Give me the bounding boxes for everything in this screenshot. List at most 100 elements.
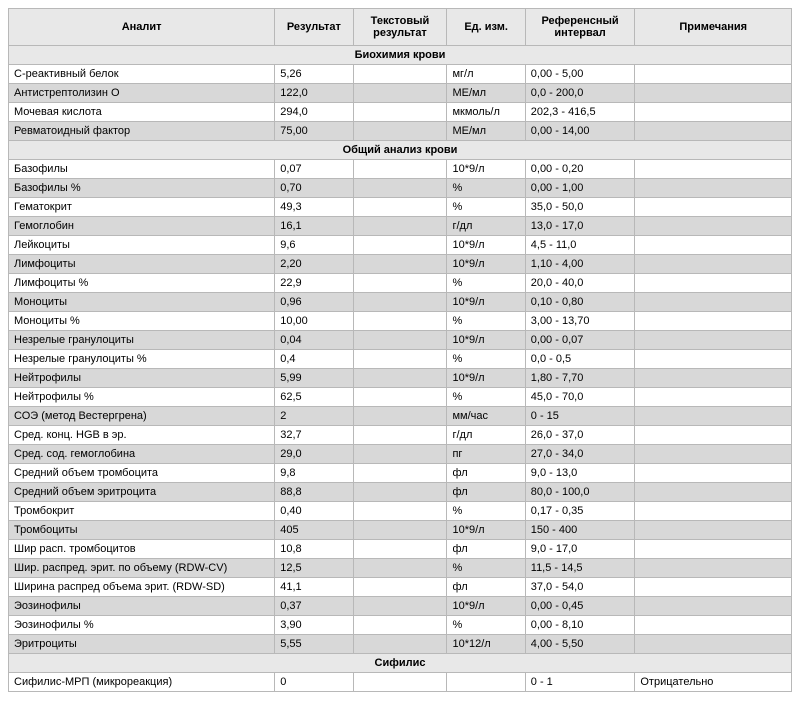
table-row: Шир расп. тромбоцитов10,8 фл9,0 - 17,0 (9, 540, 792, 559)
cell-note (635, 578, 792, 597)
section-title: Биохимия крови (9, 46, 792, 65)
cell-note (635, 483, 792, 502)
cell-result: 0,70 (275, 179, 353, 198)
cell-result: 0,37 (275, 597, 353, 616)
cell-note (635, 236, 792, 255)
cell-unit (447, 673, 525, 692)
cell-result: 0,96 (275, 293, 353, 312)
table-row: Антистрептолизин О122,0МЕ/мл0,0 - 200,0 (9, 84, 792, 103)
cell-analyte: СОЭ (метод Вестергрена) (9, 407, 275, 426)
cell-text-result (353, 198, 447, 217)
cell-unit: 10*9/л (447, 160, 525, 179)
cell-note (635, 426, 792, 445)
cell-result: 0,04 (275, 331, 353, 350)
section-title: Сифилис (9, 654, 792, 673)
cell-result: 49,3 (275, 198, 353, 217)
cell-unit: пг (447, 445, 525, 464)
cell-ref: 202,3 - 416,5 (525, 103, 635, 122)
cell-ref: 0,0 - 0,5 (525, 350, 635, 369)
table-row: Тромбокрит0,40%0,17 - 0,35 (9, 502, 792, 521)
cell-text-result (353, 597, 447, 616)
cell-note (635, 597, 792, 616)
cell-result: 405 (275, 521, 353, 540)
cell-text-result (353, 160, 447, 179)
cell-result: 22,9 (275, 274, 353, 293)
col-header-result: Результат (275, 9, 353, 46)
cell-text-result (353, 464, 447, 483)
cell-text-result (353, 369, 447, 388)
cell-unit: мкмоль/л (447, 103, 525, 122)
cell-result: 29,0 (275, 445, 353, 464)
cell-analyte: Лимфоциты (9, 255, 275, 274)
cell-analyte: С-реактивный белок (9, 65, 275, 84)
cell-unit: МЕ/мл (447, 122, 525, 141)
cell-note (635, 312, 792, 331)
cell-result: 0 (275, 673, 353, 692)
table-row: СОЭ (метод Вестергрена)2мм/час0 - 15 (9, 407, 792, 426)
cell-ref: 4,00 - 5,50 (525, 635, 635, 654)
cell-ref: 9,0 - 17,0 (525, 540, 635, 559)
cell-result: 32,7 (275, 426, 353, 445)
cell-note (635, 160, 792, 179)
table-row: Эозинофилы %3,90%0,00 - 8,10 (9, 616, 792, 635)
cell-ref: 0,00 - 0,45 (525, 597, 635, 616)
cell-result: 9,8 (275, 464, 353, 483)
cell-text-result (353, 65, 447, 84)
cell-analyte: Эозинофилы (9, 597, 275, 616)
section-header: Биохимия крови (9, 46, 792, 65)
cell-note (635, 559, 792, 578)
cell-note (635, 407, 792, 426)
cell-result: 5,55 (275, 635, 353, 654)
cell-text-result (353, 388, 447, 407)
cell-analyte: Моноциты (9, 293, 275, 312)
cell-ref: 0,00 - 0,20 (525, 160, 635, 179)
cell-text-result (353, 673, 447, 692)
cell-result: 41,1 (275, 578, 353, 597)
cell-note (635, 616, 792, 635)
cell-text-result (353, 502, 447, 521)
cell-note (635, 179, 792, 198)
cell-note (635, 293, 792, 312)
table-row: Эритроциты5,5510*12/л4,00 - 5,50 (9, 635, 792, 654)
cell-note (635, 540, 792, 559)
col-header-text-result: Текстовый результат (353, 9, 447, 46)
cell-ref: 13,0 - 17,0 (525, 217, 635, 236)
table-row: Нейтрофилы %62,5%45,0 - 70,0 (9, 388, 792, 407)
cell-analyte: Базофилы % (9, 179, 275, 198)
cell-analyte: Средний объем эритроцита (9, 483, 275, 502)
cell-text-result (353, 426, 447, 445)
cell-result: 5,99 (275, 369, 353, 388)
cell-analyte: Шир. распред. эрит. по объему (RDW-CV) (9, 559, 275, 578)
cell-note (635, 521, 792, 540)
table-row: Шир. распред. эрит. по объему (RDW-CV)12… (9, 559, 792, 578)
cell-text-result (353, 293, 447, 312)
cell-result: 10,8 (275, 540, 353, 559)
cell-note (635, 122, 792, 141)
cell-analyte: Гемоглобин (9, 217, 275, 236)
cell-unit: МЕ/мл (447, 84, 525, 103)
cell-ref: 3,00 - 13,70 (525, 312, 635, 331)
cell-analyte: Нейтрофилы (9, 369, 275, 388)
cell-result: 294,0 (275, 103, 353, 122)
col-header-note: Примечания (635, 9, 792, 46)
cell-unit: % (447, 198, 525, 217)
cell-note (635, 198, 792, 217)
cell-ref: 11,5 - 14,5 (525, 559, 635, 578)
cell-unit: 10*9/л (447, 369, 525, 388)
col-header-analyte: Аналит (9, 9, 275, 46)
cell-unit: % (447, 350, 525, 369)
cell-analyte: Шир расп. тромбоцитов (9, 540, 275, 559)
cell-result: 62,5 (275, 388, 353, 407)
cell-unit: 10*12/л (447, 635, 525, 654)
cell-ref: 37,0 - 54,0 (525, 578, 635, 597)
cell-note (635, 84, 792, 103)
cell-unit: 10*9/л (447, 236, 525, 255)
table-row: Незрелые гранулоциты %0,4%0,0 - 0,5 (9, 350, 792, 369)
cell-unit: фл (447, 540, 525, 559)
cell-unit: 10*9/л (447, 521, 525, 540)
cell-note (635, 635, 792, 654)
table-row: Средний объем эритроцита88,8фл80,0 - 100… (9, 483, 792, 502)
cell-ref: 20,0 - 40,0 (525, 274, 635, 293)
table-row: Базофилы0,0710*9/л0,00 - 0,20 (9, 160, 792, 179)
cell-unit: мг/л (447, 65, 525, 84)
